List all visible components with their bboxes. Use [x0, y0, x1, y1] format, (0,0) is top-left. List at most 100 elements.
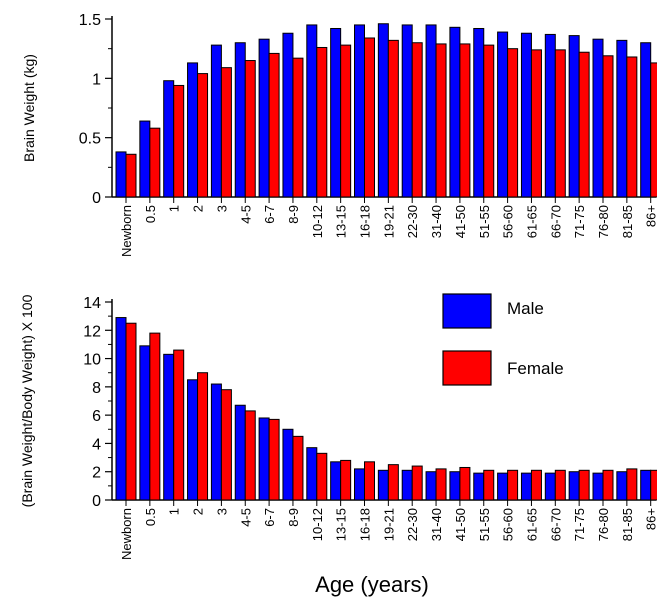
bar-male-4-5	[234, 42, 246, 198]
x-tick-label: 22-30	[405, 508, 420, 541]
bar-female-8-9	[292, 57, 304, 198]
x-tick-label: 10-12	[310, 508, 325, 541]
bar-female-newborn	[125, 322, 137, 501]
bar-male-19-21	[377, 23, 389, 198]
y-tick-label: 12	[83, 323, 101, 340]
bar-male-86+	[640, 42, 652, 198]
bar-male-31-40	[425, 24, 437, 198]
x-tick-label: 1	[167, 508, 182, 515]
bar-male-22-30	[401, 24, 413, 198]
bar-male-19-21	[377, 469, 389, 501]
bar-female-76-80	[602, 55, 614, 198]
bar-male-8-9	[282, 428, 294, 501]
legend-swatch-male	[442, 293, 492, 329]
bar-male-0.5	[139, 345, 151, 501]
x-tick-label: 13-15	[334, 508, 349, 541]
bar-female-10-12	[316, 452, 328, 501]
bar-male-1	[163, 353, 175, 501]
y-tick-label: 1.5	[79, 12, 101, 29]
bar-female-56-60	[507, 48, 519, 198]
x-tick-label: 61-65	[524, 508, 539, 541]
bar-female-22-30	[411, 42, 423, 198]
x-tick-label: 0.5	[143, 205, 158, 223]
x-tick-label: 6-7	[262, 205, 277, 224]
bar-male-newborn	[115, 151, 127, 198]
x-tick-label: 13-15	[334, 205, 349, 238]
bar-female-3	[220, 389, 232, 501]
x-tick-label: 31-40	[429, 205, 444, 238]
bar-male-2	[187, 379, 199, 501]
x-tick-label: 41-50	[453, 205, 468, 238]
x-tick-label: 51-55	[477, 205, 492, 238]
bar-male-66-70	[544, 33, 556, 198]
x-axis-title: Age (years)	[315, 572, 429, 597]
bar-male-61-65	[520, 472, 532, 501]
bar-female-13-15	[340, 44, 352, 198]
bar-female-8-9	[292, 435, 304, 501]
bar-male-66-70	[544, 472, 556, 501]
x-tick-label: 56-60	[501, 205, 516, 238]
bar-male-81-85	[616, 471, 628, 501]
x-tick-label: 22-30	[405, 205, 420, 238]
x-tick-label: 3	[214, 205, 229, 212]
bar-female-19-21	[387, 39, 399, 198]
bar-female-66-70	[554, 469, 566, 501]
x-tick-label: 66-70	[548, 205, 563, 238]
bar-female-0.5	[149, 127, 161, 198]
bar-male-51-55	[473, 472, 485, 501]
x-tick-label: Newborn	[119, 205, 134, 257]
bar-female-51-55	[483, 44, 495, 198]
bar-female-19-21	[387, 464, 399, 501]
bar-female-4-5	[244, 410, 256, 501]
x-tick-label: 8-9	[286, 508, 301, 527]
bar-female-76-80	[602, 469, 614, 501]
bar-male-4-5	[234, 404, 246, 501]
x-tick-label: 2	[191, 508, 206, 515]
bar-male-8-9	[282, 32, 294, 198]
bar-female-3	[220, 67, 232, 198]
x-tick-label: 81-85	[620, 508, 635, 541]
bar-male-16-18	[354, 24, 365, 198]
bar-male-6-7	[258, 417, 270, 501]
x-tick-label: 19-21	[381, 508, 396, 541]
bar-male-22-30	[401, 469, 413, 501]
y-axis-title: (Brain Weight/Body Weight) X 100	[19, 294, 35, 507]
bar-male-31-40	[425, 471, 437, 501]
x-tick-label: 10-12	[310, 205, 325, 238]
x-tick-label: 31-40	[429, 508, 444, 541]
x-tick-label: 71-75	[572, 205, 587, 238]
y-tick-label: 8	[92, 380, 101, 397]
bar-male-3	[210, 383, 222, 501]
x-tick-label: 66-70	[548, 508, 563, 541]
x-tick-label: 16-18	[358, 205, 373, 238]
bar-female-86+	[650, 469, 657, 501]
x-tick-label: 4-5	[238, 508, 253, 527]
x-tick-label: 4-5	[238, 205, 253, 224]
x-tick-label: 3	[214, 508, 229, 515]
bar-male-56-60	[497, 31, 509, 198]
x-tick-label: 51-55	[477, 508, 492, 541]
legend-swatch-female	[442, 350, 492, 386]
bar-female-41-50	[459, 43, 471, 198]
bar-female-66-70	[554, 49, 566, 198]
y-tick-label: 1	[92, 71, 101, 88]
y-tick-label: 6	[92, 408, 101, 425]
bar-female-1	[173, 84, 185, 198]
bar-female-13-15	[340, 459, 352, 501]
y-tick-label: 0	[92, 493, 101, 510]
bar-female-51-55	[483, 469, 495, 501]
brain-weight-panel: 0 0.5 1 1.5 Brain Weight (kg) Newborn 0.5 1 2 3 4-…	[21, 12, 657, 257]
y-tick-label: 0	[92, 190, 101, 207]
bar-male-13-15	[330, 461, 342, 501]
x-tick-label: 81-85	[620, 205, 635, 238]
x-tick-label: 2	[191, 205, 206, 212]
bar-female-86+	[650, 62, 657, 198]
bar-female-1	[173, 349, 185, 501]
bar-male-3	[210, 44, 222, 198]
x-tick-label: 19-21	[381, 205, 396, 238]
bar-male-10-12	[306, 447, 318, 501]
bar-female-newborn	[125, 153, 137, 198]
bar-female-0.5	[149, 332, 161, 501]
y-tick-label: 14	[83, 295, 101, 312]
legend-label-male: Male	[507, 299, 544, 318]
